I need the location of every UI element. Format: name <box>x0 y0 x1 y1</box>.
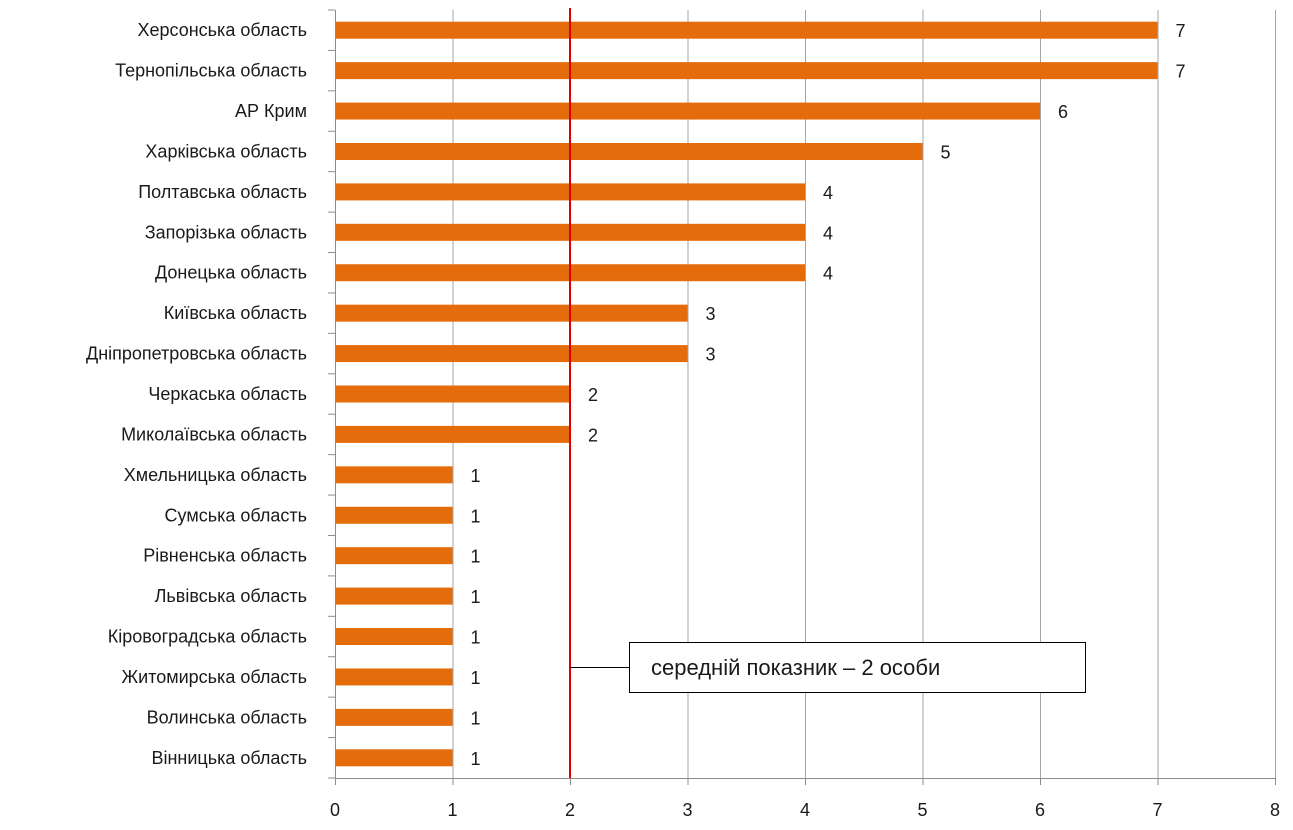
bar <box>336 102 1040 120</box>
data-label: 3 <box>706 345 716 365</box>
data-label: 1 <box>471 708 481 728</box>
data-label: 4 <box>823 264 833 284</box>
category-label: Кіровоградська область <box>108 627 307 647</box>
data-label: 1 <box>471 547 481 567</box>
bar <box>336 668 453 686</box>
x-tick-label: 1 <box>447 800 457 820</box>
category-label: Черкаська область <box>148 384 307 404</box>
x-tick-label: 3 <box>682 800 692 820</box>
data-label: 7 <box>1176 62 1186 82</box>
data-label: 7 <box>1176 21 1186 41</box>
x-tick-label: 6 <box>1035 800 1045 820</box>
data-label: 1 <box>471 587 481 607</box>
x-tick-label: 5 <box>917 800 927 820</box>
category-label: Житомирська область <box>122 667 307 687</box>
average-annotation-label: середній показник – 2 особи <box>651 655 940 680</box>
category-label: Рівненська область <box>143 546 307 566</box>
bar <box>336 628 453 646</box>
data-label: 1 <box>471 749 481 769</box>
bar <box>336 304 688 322</box>
data-label: 1 <box>471 668 481 688</box>
bar <box>336 62 1158 80</box>
data-label: 2 <box>588 385 598 405</box>
bar <box>336 425 570 443</box>
data-label: 1 <box>471 466 481 486</box>
x-tick-label: 2 <box>565 800 575 820</box>
bar <box>336 385 570 403</box>
data-label: 3 <box>706 304 716 324</box>
x-tick-label: 0 <box>330 800 340 820</box>
category-label: Тернопільська область <box>115 61 307 81</box>
x-tick-label: 7 <box>1152 800 1162 820</box>
category-label: Львівська область <box>155 586 307 606</box>
data-label: 5 <box>941 142 951 162</box>
category-label: Харківська область <box>145 141 307 161</box>
bar <box>336 708 453 726</box>
bar <box>336 142 923 160</box>
category-label: Миколаївська область <box>121 424 307 444</box>
bar <box>336 547 453 565</box>
data-label: 1 <box>471 628 481 648</box>
category-label: Волинська область <box>147 707 307 727</box>
data-label: 1 <box>471 506 481 526</box>
bar <box>336 587 453 605</box>
category-label: Полтавська область <box>138 182 307 202</box>
bar <box>336 466 453 484</box>
data-label: 4 <box>823 223 833 243</box>
data-label: 4 <box>823 183 833 203</box>
category-label: Сумська область <box>165 505 307 525</box>
category-label: АР Крим <box>235 101 307 121</box>
bar <box>336 749 453 767</box>
annotation-box <box>629 642 1086 693</box>
category-label: Хмельницька область <box>124 465 307 485</box>
category-label: Херсонська область <box>138 20 308 40</box>
category-label: Вінницька область <box>151 748 307 768</box>
category-label: Київська область <box>164 303 307 323</box>
category-label: Дніпропетровська область <box>86 344 307 364</box>
category-label: Донецька область <box>155 263 307 283</box>
data-label: 2 <box>588 425 598 445</box>
data-label: 6 <box>1058 102 1068 122</box>
x-tick-label: 8 <box>1270 800 1280 820</box>
bar <box>336 345 688 363</box>
category-label: Запорізька область <box>145 222 307 242</box>
bar <box>336 506 453 524</box>
bar <box>336 21 1158 39</box>
x-tick-label: 4 <box>800 800 810 820</box>
